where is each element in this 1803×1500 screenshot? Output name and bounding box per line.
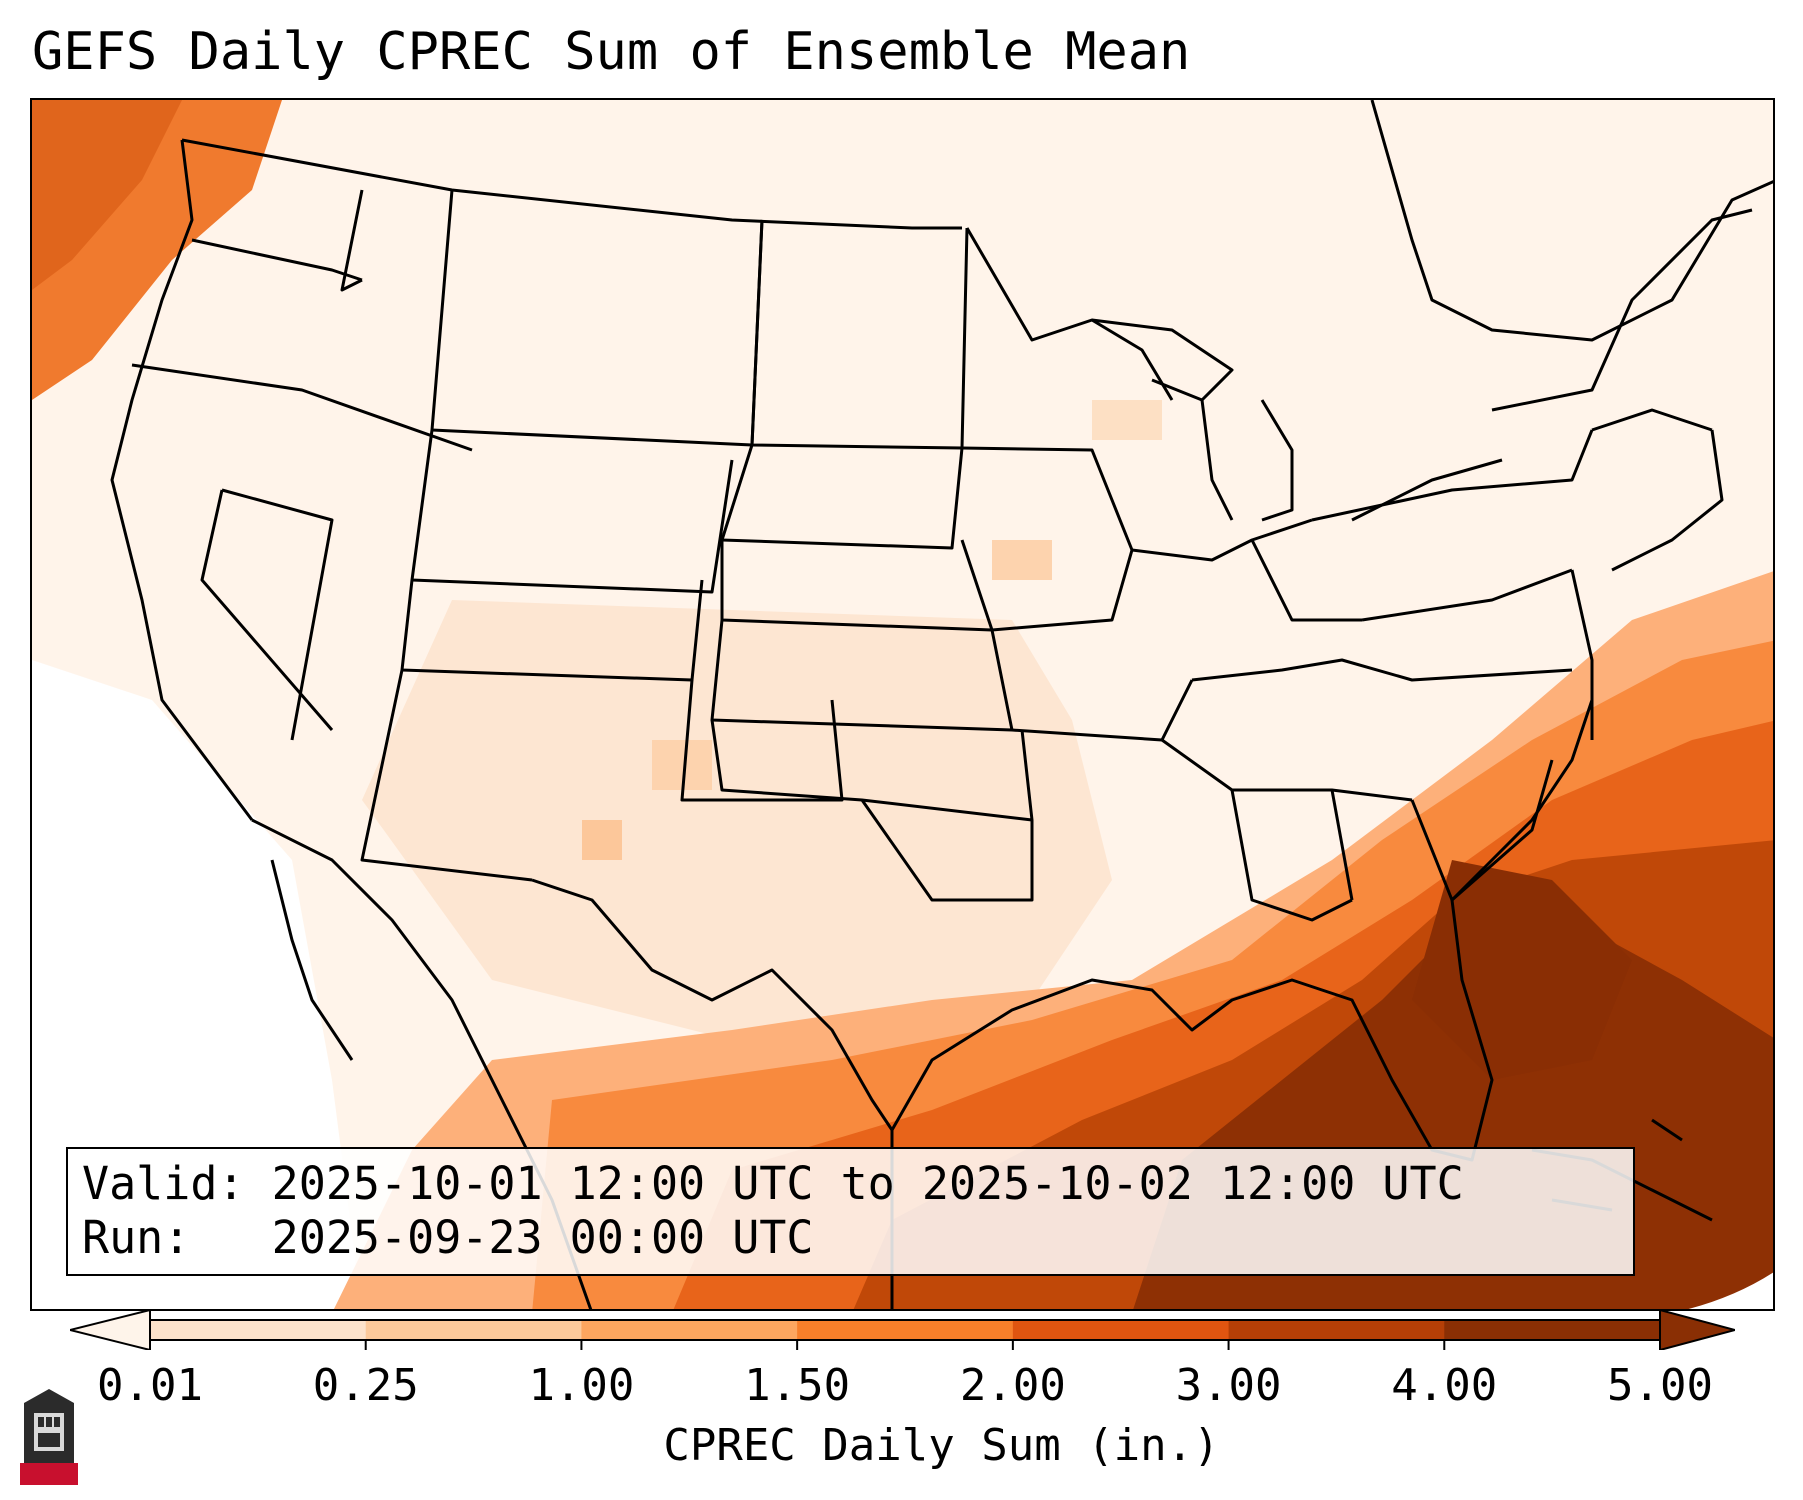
colorbar-segment <box>797 1320 1014 1340</box>
colorbar-segment <box>365 1320 582 1340</box>
colorbar-tick-label: 5.00 <box>1607 1360 1713 1411</box>
colorbar-label: CPREC Daily Sum (in.) <box>663 1420 1220 1471</box>
colorbar-segment <box>581 1320 798 1340</box>
colorbar-tick-label: 0.01 <box>97 1360 203 1411</box>
colorbar-frame <box>149 1319 1661 1341</box>
colorbar-tick-label: 4.00 <box>1391 1360 1498 1411</box>
colorbar-segment <box>1012 1320 1230 1340</box>
colorbar-extend-high <box>1659 1310 1735 1350</box>
colorbar-segment <box>150 1320 367 1340</box>
colorbar-tick-label: 1.50 <box>744 1360 851 1411</box>
colorbar-tick-label: 0.25 <box>312 1360 419 1411</box>
colorbar-segment <box>1228 1320 1445 1340</box>
valid-run-info-box: Valid: 2025-10-01 12:00 UTC to 2025-10-0… <box>66 1147 1635 1276</box>
precip-map <box>30 98 1775 1311</box>
niu-logo-icon <box>20 1389 78 1485</box>
colorbar-extend-low <box>70 1310 151 1350</box>
colorbar-tick-label: 2.00 <box>959 1360 1066 1411</box>
colorbar <box>70 1310 1735 1350</box>
run-time-text: Run: 2025-09-23 00:00 UTC <box>82 1211 814 1264</box>
valid-time-text: Valid: 2025-10-01 12:00 UTC to 2025-10-0… <box>82 1157 1464 1210</box>
colorbar-segment <box>1444 1320 1661 1340</box>
colorbar-tick-label: 1.00 <box>528 1360 635 1411</box>
map-title: GEFS Daily CPREC Sum of Ensemble Mean <box>32 22 1191 82</box>
colorbar-tick-label: 3.00 <box>1175 1360 1282 1411</box>
